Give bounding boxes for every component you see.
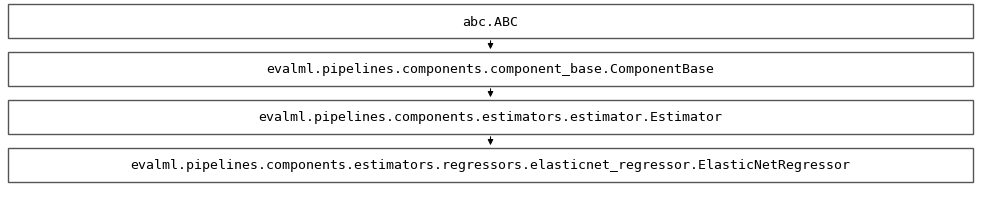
Text: evalml.pipelines.components.component_base.ComponentBase: evalml.pipelines.components.component_ba… bbox=[267, 63, 714, 76]
Bar bbox=[8, 5, 973, 39]
Text: abc.ABC: abc.ABC bbox=[462, 15, 519, 28]
Text: evalml.pipelines.components.estimators.regressors.elasticnet_regressor.ElasticNe: evalml.pipelines.components.estimators.r… bbox=[130, 159, 851, 172]
Bar bbox=[8, 148, 973, 182]
Text: evalml.pipelines.components.estimators.estimator.Estimator: evalml.pipelines.components.estimators.e… bbox=[259, 111, 722, 124]
Bar bbox=[8, 53, 973, 87]
Bar bbox=[8, 101, 973, 134]
